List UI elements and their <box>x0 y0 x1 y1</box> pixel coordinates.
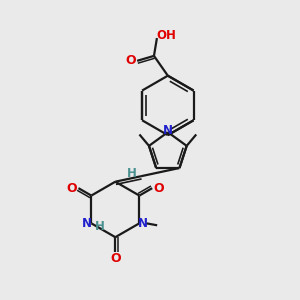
Text: N: N <box>138 217 148 230</box>
Text: O: O <box>66 182 77 195</box>
Text: H: H <box>127 167 137 180</box>
Text: O: O <box>154 182 164 195</box>
Text: N: N <box>163 124 173 137</box>
Text: N: N <box>82 217 92 230</box>
Text: O: O <box>126 54 136 67</box>
Text: O: O <box>110 253 121 266</box>
Text: H: H <box>95 220 105 233</box>
Text: OH: OH <box>156 28 176 42</box>
